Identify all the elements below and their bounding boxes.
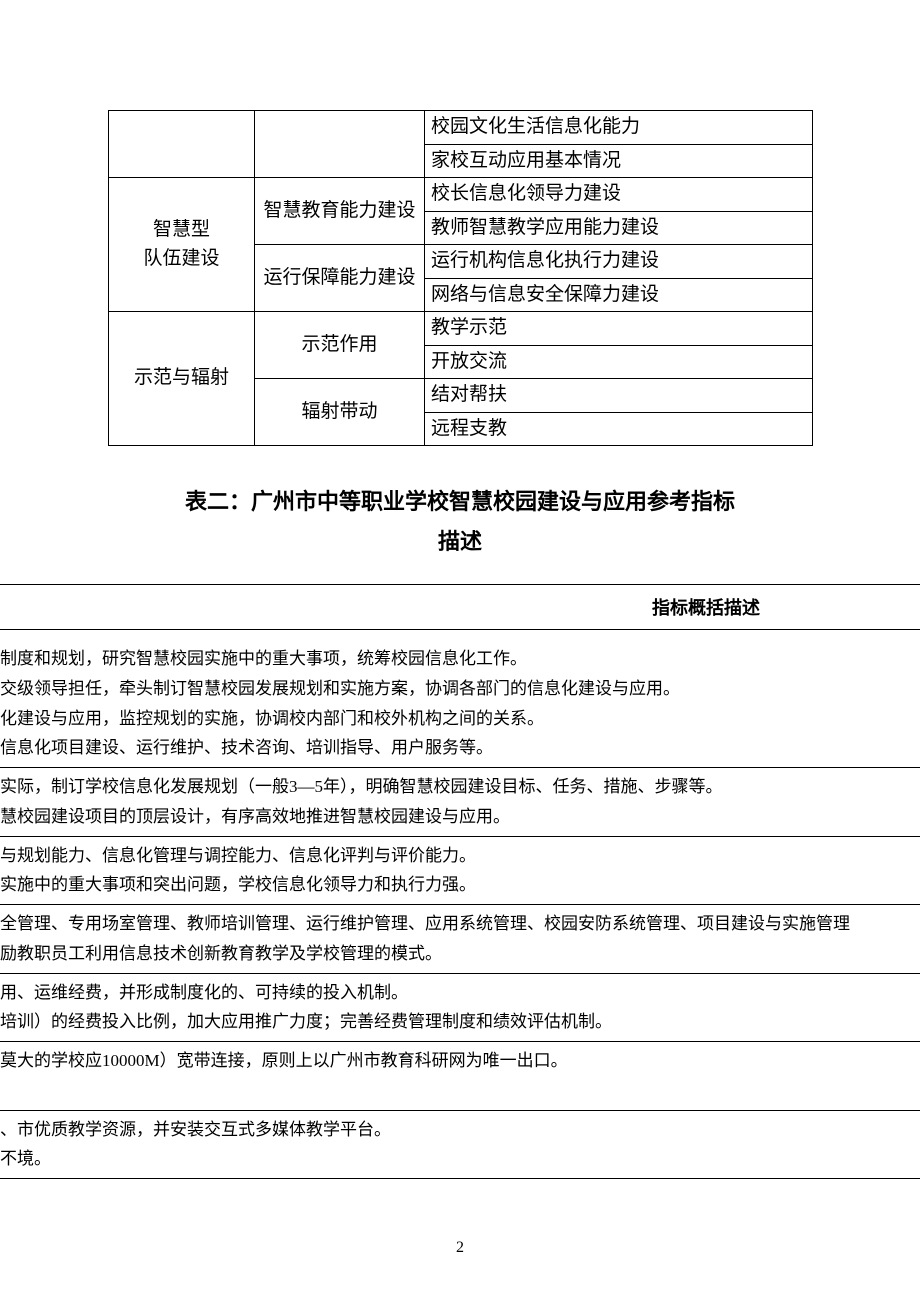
description-line: 培训）的经费投入比例，加大应用推广力度；完善经费管理制度和绩效评估机制。 — [0, 1007, 920, 1037]
table-cell-item: 家校互动应用基本情况 — [425, 144, 813, 178]
page-number: 2 — [0, 1239, 920, 1257]
description-line: 慧校园建设项目的顶层设计，有序高效地推进智慧校园建设与应用。 — [0, 802, 920, 832]
description-header-row: 指标概括描述 — [0, 584, 920, 630]
table-row: 智慧型队伍建设智慧教育能力建设校长信息化领导力建设 — [109, 178, 813, 212]
table-cell-subcategory — [255, 111, 425, 178]
table-cell-item: 运行机构信息化执行力建设 — [425, 245, 813, 279]
table-cell-item: 校园文化生活信息化能力 — [425, 111, 813, 145]
section-heading: 表二：广州市中等职业学校智慧校园建设与应用参考指标 — [0, 484, 920, 516]
description-line: 用、运维经费，并形成制度化的、可持续的投入机制。 — [0, 978, 920, 1008]
description-line: 交级领导担任，牵头制订智慧校园发展规划和实施方案，协调各部门的信息化建设与应用。 — [0, 674, 920, 704]
description-line: 不境。 — [0, 1144, 920, 1174]
description-group: 实际，制订学校信息化发展规划（一般3—5年），明确智慧校园建设目标、任务、措施、… — [0, 768, 920, 837]
table-cell-category: 智慧型队伍建设 — [109, 178, 255, 312]
description-groups: 制度和规划，研究智慧校园实施中的重大事项，统筹校园信息化工作。交级领导担任，牵头… — [0, 640, 920, 1179]
table-cell-category — [109, 111, 255, 178]
description-line: 实际，制订学校信息化发展规划（一般3—5年），明确智慧校园建设目标、任务、措施、… — [0, 772, 920, 802]
table-cell-item: 网络与信息安全保障力建设 — [425, 278, 813, 312]
description-line: 实施中的重大事项和突出问题，学校信息化领导力和执行力强。 — [0, 870, 920, 900]
table-cell-item: 远程支教 — [425, 412, 813, 446]
description-line — [0, 1076, 920, 1106]
table-cell-item: 结对帮扶 — [425, 379, 813, 413]
table-cell-item: 校长信息化领导力建设 — [425, 178, 813, 212]
indicator-table-body: 校园文化生活信息化能力家校互动应用基本情况智慧型队伍建设智慧教育能力建设校长信息… — [109, 111, 813, 446]
description-group: 与规划能力、信息化管理与调控能力、信息化评判与评价能力。实施中的重大事项和突出问… — [0, 837, 920, 906]
table-row: 示范与辐射示范作用教学示范 — [109, 312, 813, 346]
document-page: 校园文化生活信息化能力家校互动应用基本情况智慧型队伍建设智慧教育能力建设校长信息… — [0, 0, 920, 1297]
description-line: 信息化项目建设、运行维护、技术咨询、培训指导、用户服务等。 — [0, 733, 920, 763]
description-line: 与规划能力、信息化管理与调控能力、信息化评判与评价能力。 — [0, 841, 920, 871]
description-header-label: 指标概括描述 — [652, 594, 760, 620]
description-line: 莫大的学校应10000M）宽带连接，原则上以广州市教育科研网为唯一出口。 — [0, 1046, 920, 1076]
description-group: 、市优质教学资源，并安装交互式多媒体教学平台。不境。 — [0, 1111, 920, 1180]
description-line: 、市优质教学资源，并安装交互式多媒体教学平台。 — [0, 1115, 920, 1145]
table-cell-item: 教学示范 — [425, 312, 813, 346]
table-cell-item: 教师智慧教学应用能力建设 — [425, 211, 813, 245]
indicator-table: 校园文化生活信息化能力家校互动应用基本情况智慧型队伍建设智慧教育能力建设校长信息… — [108, 110, 813, 446]
description-line: 励教职员工利用信息技术创新教育教学及学校管理的模式。 — [0, 939, 920, 969]
description-group: 全管理、专用场室管理、教师培训管理、运行维护管理、应用系统管理、校园安防系统管理… — [0, 905, 920, 974]
section-subheading: 描述 — [0, 524, 920, 556]
table-cell-subcategory: 运行保障能力建设 — [255, 245, 425, 312]
table-cell-subcategory: 辐射带动 — [255, 379, 425, 446]
table-cell-item: 开放交流 — [425, 345, 813, 379]
description-line: 化建设与应用，监控规划的实施，协调校内部门和校外机构之间的关系。 — [0, 704, 920, 734]
table-cell-subcategory: 示范作用 — [255, 312, 425, 379]
table-cell-category: 示范与辐射 — [109, 312, 255, 446]
table-row: 校园文化生活信息化能力 — [109, 111, 813, 145]
description-line: 制度和规划，研究智慧校园实施中的重大事项，统筹校园信息化工作。 — [0, 644, 920, 674]
table-cell-subcategory: 智慧教育能力建设 — [255, 178, 425, 245]
description-group: 用、运维经费，并形成制度化的、可持续的投入机制。培训）的经费投入比例，加大应用推… — [0, 974, 920, 1043]
description-group: 莫大的学校应10000M）宽带连接，原则上以广州市教育科研网为唯一出口。 — [0, 1042, 920, 1111]
description-line: 全管理、专用场室管理、教师培训管理、运行维护管理、应用系统管理、校园安防系统管理… — [0, 909, 920, 939]
description-group: 制度和规划，研究智慧校园实施中的重大事项，统筹校园信息化工作。交级领导担任，牵头… — [0, 640, 920, 768]
